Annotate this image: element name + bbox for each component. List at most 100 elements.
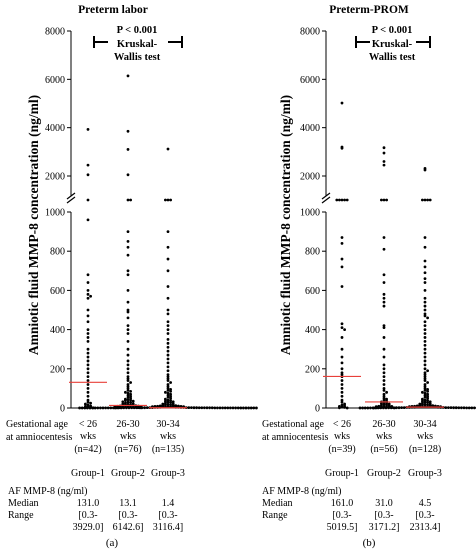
data-point: [423, 314, 427, 318]
data-point: [382, 292, 386, 296]
data-point: [126, 129, 130, 133]
data-point: [166, 403, 170, 406]
median-value: 1.4: [162, 498, 175, 509]
data-point: [164, 401, 167, 405]
data-point: [423, 332, 427, 335]
data-point: [340, 373, 344, 377]
data-point: [423, 355, 427, 359]
data-point: [374, 406, 377, 410]
data-point: [129, 392, 133, 396]
data-point: [86, 383, 90, 386]
data-point: [382, 236, 386, 239]
chart-title: Preterm labor: [78, 4, 148, 16]
data-point: [340, 405, 344, 409]
x-category-label: wks: [376, 431, 392, 442]
data-point: [216, 406, 219, 410]
x-category-label: 30-34: [156, 419, 179, 430]
data-point: [166, 349, 170, 353]
data-point: [86, 406, 89, 410]
axis-break-mark: [66, 196, 76, 204]
data-point: [166, 398, 170, 402]
data-point: [255, 406, 258, 410]
data-point: [131, 399, 135, 403]
data-point: [382, 406, 385, 410]
data-point: [166, 147, 170, 151]
data-point: [106, 406, 110, 410]
data-point: [382, 273, 386, 277]
data-point: [166, 245, 170, 249]
group-label: Group-2: [111, 468, 145, 479]
stat-test-label: Wallis test: [114, 52, 161, 63]
data-point: [423, 363, 427, 367]
data-point: [236, 406, 240, 410]
data-point: [465, 406, 468, 410]
data-point: [166, 341, 170, 345]
data-point: [229, 406, 232, 410]
data-point: [423, 339, 427, 343]
range-value: 5019.5]: [327, 522, 358, 533]
data-point: [340, 285, 344, 288]
data-point: [166, 375, 170, 379]
range-value: 2313.4]: [410, 522, 441, 533]
y-tick-label: 200: [305, 364, 320, 375]
y-tick-label: 400: [50, 325, 65, 336]
data-point: [126, 253, 130, 257]
data-point: [88, 406, 92, 410]
data-point: [382, 304, 386, 308]
panel-label: (a): [106, 537, 119, 549]
data-point: [164, 390, 167, 394]
x-category-label: < 26: [79, 419, 97, 430]
data-point: [119, 406, 123, 410]
data-point: [126, 173, 130, 177]
data-point: [166, 198, 170, 202]
data-point: [166, 328, 170, 331]
data-point: [423, 388, 427, 392]
range-value: 3171.2]: [369, 522, 400, 533]
x-category-label: wks: [417, 431, 433, 442]
data-point: [205, 406, 209, 410]
data-point: [86, 314, 90, 318]
data-point: [382, 388, 386, 392]
data-point: [126, 240, 130, 243]
data-point: [423, 395, 427, 399]
data-point: [382, 326, 386, 330]
data-point: [166, 387, 170, 390]
x-category-label: wks: [334, 431, 350, 442]
data-point: [124, 401, 127, 405]
y-tick-label: 0: [60, 404, 65, 415]
median-value: 13.1: [119, 498, 137, 509]
data-point: [382, 146, 386, 150]
data-point: [335, 198, 339, 202]
data-point: [423, 296, 427, 300]
range-value: [0.3-: [374, 510, 393, 521]
data-point: [117, 406, 120, 410]
data-point: [86, 281, 90, 284]
data-point: [187, 406, 191, 410]
data-point: [380, 198, 383, 202]
data-point: [444, 406, 448, 410]
data-point: [382, 379, 386, 382]
y-tick-label: 1000: [45, 208, 65, 219]
data-point: [126, 324, 130, 328]
group-label: Group-2: [367, 468, 401, 479]
data-point: [423, 379, 427, 382]
y-axis-label: Amniotic fluid MMP-8 concentration (ng/m…: [278, 95, 293, 355]
data-point: [376, 406, 380, 410]
data-point: [86, 379, 90, 382]
median-value: 131.0: [77, 498, 100, 509]
data-point: [423, 259, 427, 263]
stat-test-label: Kruskal-: [117, 39, 158, 50]
x-category-label: 30-34: [413, 419, 436, 430]
data-point: [382, 198, 386, 202]
axis-break-mark: [321, 196, 331, 204]
data-point: [129, 398, 133, 402]
data-point: [203, 406, 206, 410]
data-point: [86, 363, 90, 367]
data-point: [166, 388, 170, 392]
data-point: [426, 316, 429, 320]
data-point: [358, 406, 362, 410]
data-point: [166, 361, 170, 365]
data-point: [86, 351, 90, 355]
data-point: [426, 198, 429, 202]
data-point: [452, 406, 455, 410]
